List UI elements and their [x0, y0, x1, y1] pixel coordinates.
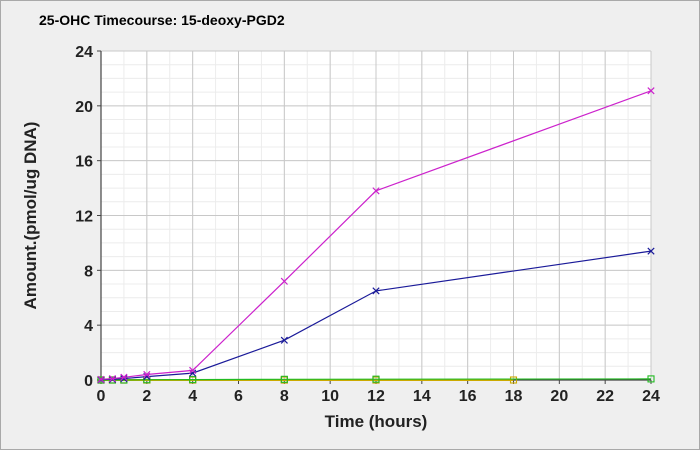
x-tick-label: 8 [280, 388, 289, 405]
data-point [509, 376, 518, 384]
data-point [189, 366, 197, 375]
y-tick-label: 8 [84, 263, 93, 280]
data-point [97, 375, 105, 383]
x-tick-label: 14 [413, 388, 431, 405]
data-point [189, 376, 197, 384]
marker-stroke [280, 336, 288, 344]
x-tick-label: 2 [142, 388, 151, 405]
data-point [647, 375, 655, 383]
data-point [372, 287, 380, 295]
x-tick-label: 18 [505, 388, 523, 405]
x-tick-label: 6 [234, 388, 243, 405]
y-tick-label: 4 [84, 318, 93, 335]
x-tick-label: 16 [459, 388, 477, 405]
y-tick-label: 20 [75, 99, 93, 116]
chart-title: 25-OHC Timecourse: 15-deoxy-PGD2 [39, 12, 285, 28]
data-point [372, 375, 380, 383]
x-tick-label: 12 [367, 388, 385, 405]
marker-stroke [280, 277, 288, 285]
marker-stroke [372, 287, 380, 295]
series-line [100, 250, 652, 381]
marker-stroke [120, 373, 128, 381]
y-axis-title: Amount.(pmol/ug DNA) [21, 122, 40, 310]
data-point [372, 187, 380, 195]
marker-stroke [189, 366, 197, 375]
marker-stroke [108, 375, 117, 383]
series-1 [97, 87, 655, 383]
x-tick-label: 0 [97, 388, 106, 405]
x-tick-label: 24 [642, 388, 660, 405]
data-point [280, 336, 288, 344]
data-point [647, 247, 655, 255]
marker-stroke [143, 370, 151, 379]
x-tick-labels: 0 2 4 6 8 10 12 14 16 18 20 22 24 [97, 388, 660, 405]
data-point [108, 375, 117, 383]
data-point [280, 375, 288, 383]
x-tick-label: 22 [596, 388, 614, 405]
data-point [280, 277, 288, 285]
marker-stroke [372, 187, 380, 195]
y-tick-labels: 0 4 8 12 16 20 24 [75, 44, 93, 390]
y-tick-label: 16 [75, 154, 93, 171]
data-series [97, 87, 655, 384]
data-point [120, 373, 128, 381]
y-tick-label: 24 [75, 44, 93, 61]
x-tick-label: 10 [321, 388, 339, 405]
x-tick-label: 4 [188, 388, 197, 405]
marker-stroke [647, 87, 655, 95]
y-tick-label: 0 [84, 373, 93, 390]
data-point [647, 87, 655, 95]
y-tick-label: 12 [75, 209, 93, 226]
x-tick-label: 20 [550, 388, 568, 405]
marker-stroke [647, 247, 655, 255]
marker-stroke [97, 375, 105, 383]
data-point [143, 370, 151, 379]
x-axis-title: Time (hours) [325, 412, 428, 431]
series-line [100, 90, 652, 380]
marker-stroke [189, 369, 197, 377]
